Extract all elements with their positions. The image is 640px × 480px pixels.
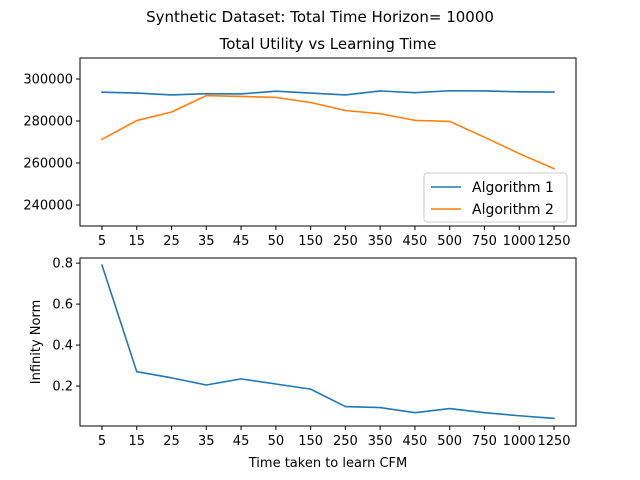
chart-1-xtick-label-1: 15 xyxy=(128,434,145,449)
chart-0-xtick-label-12: 1000 xyxy=(503,234,536,249)
chart-1-xtick-label-7: 250 xyxy=(333,434,358,449)
top-chart: Total Utility vs Learning Time 5 15 25 35 45 5… xyxy=(23,35,577,249)
chart-1-xtick-label-5: 50 xyxy=(268,434,285,449)
chart-0-ytick-label-1: 260000 xyxy=(23,157,73,172)
chart-0-legend-label-0: Algorithm 1 xyxy=(472,180,554,196)
chart-1-ytick-label-2: 0.6 xyxy=(52,298,73,313)
figure-suptitle: Synthetic Dataset: Total Time Horizon= 1… xyxy=(146,8,494,26)
chart-1-xtick-label-2: 25 xyxy=(163,434,180,449)
chart-0-xtick-label-6: 150 xyxy=(298,234,323,249)
chart-0-xtick-label-0: 5 xyxy=(98,234,106,249)
chart-0-xtick-label-7: 250 xyxy=(333,234,358,249)
chart-0-ytick-label-3: 300000 xyxy=(23,73,73,88)
chart-0-xtick-label-2: 25 xyxy=(163,234,180,249)
chart-1-xtick-label-12: 1000 xyxy=(503,434,536,449)
chart-0-xtick-label-4: 45 xyxy=(233,234,250,249)
chart-0-legend: Algorithm 1 Algorithm 2 xyxy=(423,172,568,223)
chart-0-legend-label-1: Algorithm 2 xyxy=(472,202,554,218)
chart-0-series-1-line xyxy=(100,94,556,170)
chart-1-ytick-label-1: 0.4 xyxy=(52,339,73,354)
chart-0-series-0-line xyxy=(101,89,555,96)
chart-0-xtick-label-3: 35 xyxy=(198,234,215,249)
chart-1-ytick-label-0: 0.2 xyxy=(52,380,73,395)
chart-1-xtick-label-4: 45 xyxy=(233,434,250,449)
chart-0-xtick-label-13: 1250 xyxy=(537,234,570,249)
chart-1-xtick-label-6: 150 xyxy=(298,434,323,449)
chart-0-xtick-label-10: 500 xyxy=(437,234,462,249)
chart-0-ytick-label-0: 240000 xyxy=(23,199,73,214)
chart-1-xtick-label-3: 35 xyxy=(198,434,215,449)
chart-1-xtick-label-13: 1250 xyxy=(537,434,570,449)
chart-0-xtick-label-11: 750 xyxy=(472,234,497,249)
bottom-chart: 5 15 25 35 45 50 150 250 350 450 500 750 1000 1250 0.2… xyxy=(29,257,577,471)
chart-0-frame xyxy=(79,57,577,227)
chart-0-ytick-label-2: 280000 xyxy=(23,115,73,130)
chart-1-xlabel: Time taken to learn CFM xyxy=(248,456,407,471)
chart-0-xtick-label-9: 450 xyxy=(403,234,428,249)
chart-0-xtick-label-5: 50 xyxy=(268,234,285,249)
chart-0-xtick-label-1: 15 xyxy=(128,234,145,249)
chart-1-series-0-line xyxy=(100,264,555,420)
chart-1-xtick-label-9: 450 xyxy=(403,434,428,449)
chart-0-title: Total Utility vs Learning Time xyxy=(219,35,437,53)
chart-1-frame xyxy=(79,257,577,427)
chart-1-xtick-label-11: 750 xyxy=(472,434,497,449)
chart-1-xtick-label-8: 350 xyxy=(368,434,393,449)
chart-0-xtick-label-8: 350 xyxy=(368,234,393,249)
chart-1-ylabel: Infinity Norm xyxy=(29,300,44,385)
chart-1-ytick-label-3: 0.8 xyxy=(52,257,73,272)
chart-1-xtick-label-10: 500 xyxy=(437,434,462,449)
chart-1-xtick-label-0: 5 xyxy=(98,434,106,449)
